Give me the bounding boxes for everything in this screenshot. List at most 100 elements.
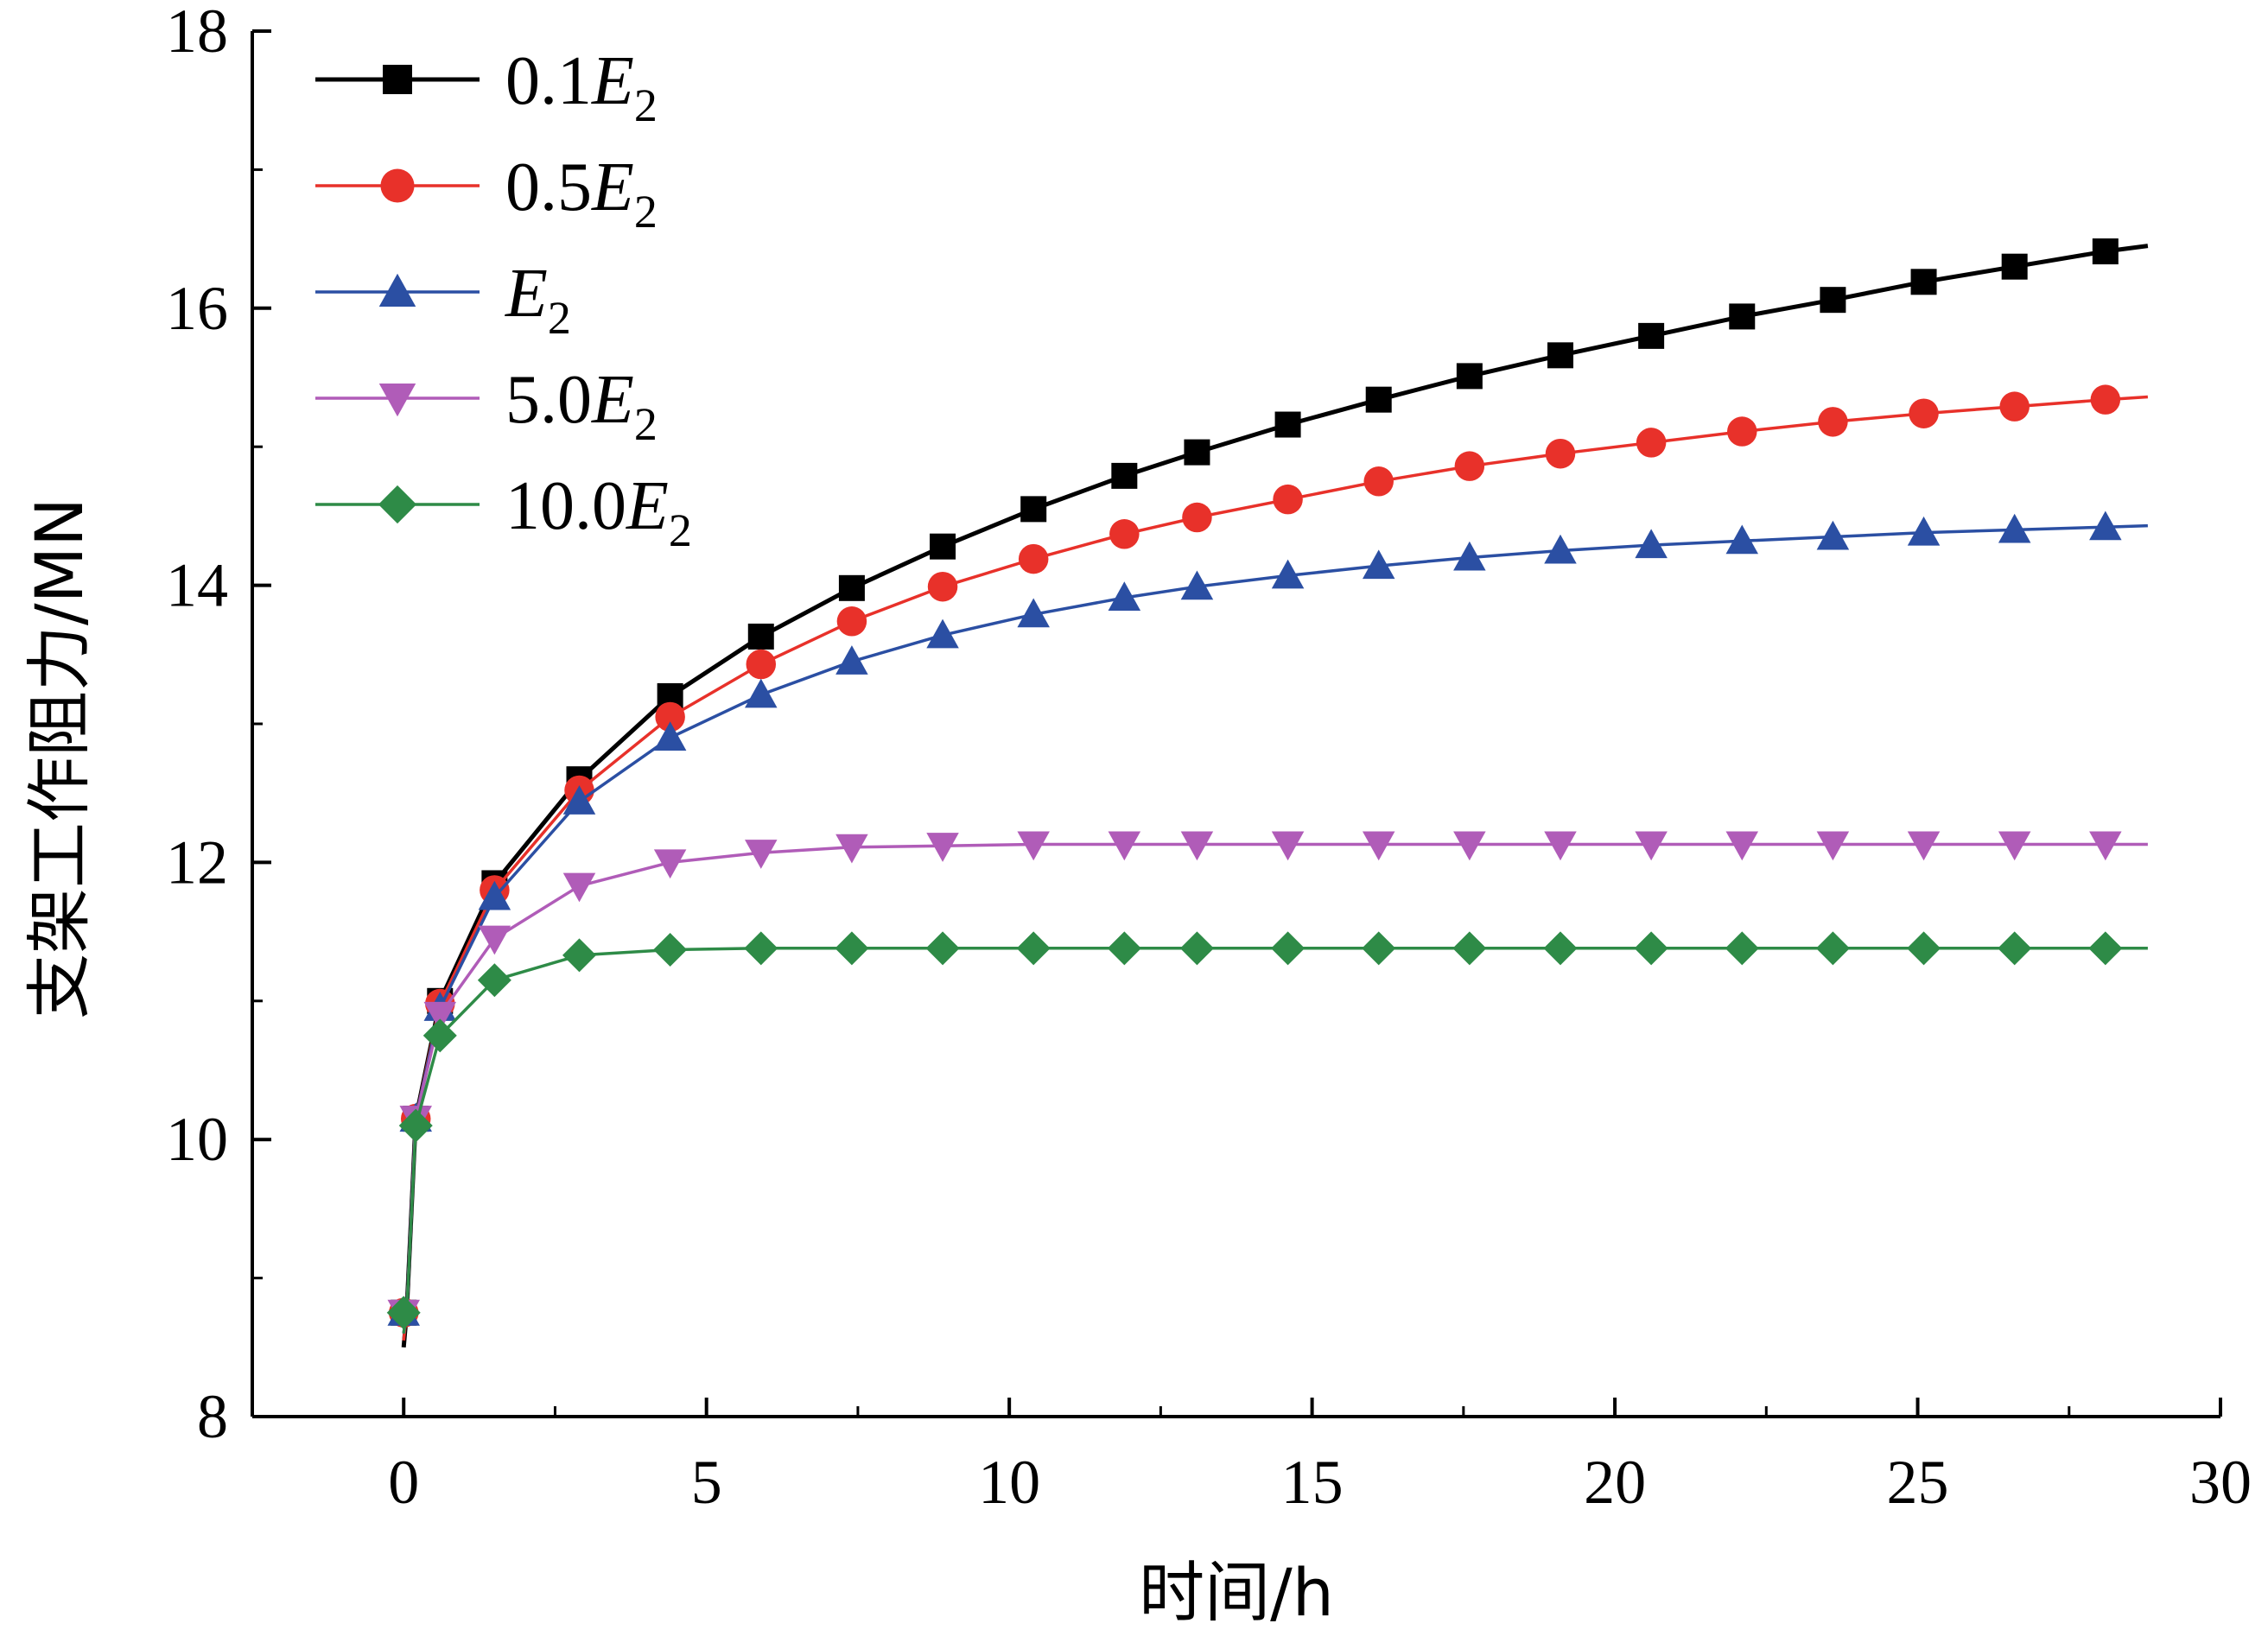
data-point (1910, 269, 1937, 295)
x-tick-label: 30 (2189, 1448, 2252, 1517)
data-point (746, 649, 777, 680)
data-point (1544, 534, 1577, 564)
data-point (1274, 411, 1301, 438)
data-point (1638, 322, 1665, 349)
data-point (653, 721, 687, 751)
data-point (1815, 931, 1850, 966)
data-point (744, 931, 778, 966)
data-point (835, 834, 868, 864)
legend-label: 0.1E2 (505, 43, 658, 131)
data-point (1108, 831, 1141, 861)
data-point (1547, 342, 1573, 369)
x-tick-label: 5 (691, 1448, 722, 1517)
legend-item: 10.0E2 (315, 468, 692, 556)
series-layer (386, 238, 2149, 1348)
data-point (1184, 439, 1210, 466)
data-point (1452, 931, 1487, 966)
data-point (653, 849, 687, 879)
data-point (1999, 391, 2030, 422)
data-point (478, 925, 511, 955)
data-point (926, 833, 959, 862)
data-point (1820, 287, 1846, 314)
legend-label: 10.0E2 (505, 468, 692, 556)
data-point (1725, 524, 1759, 555)
series-3 (387, 510, 2148, 1335)
data-point (562, 872, 596, 903)
data-point (1998, 831, 2031, 861)
data-point (1456, 363, 1483, 390)
series-line (402, 947, 2148, 1335)
legend-swatch-marker (378, 384, 416, 417)
data-point (653, 932, 688, 967)
data-point (1729, 303, 1756, 330)
x-tick-label: 20 (1584, 1448, 1646, 1517)
data-point (1907, 931, 1941, 966)
data-point (1180, 570, 1214, 600)
legend-label: 0.5E2 (505, 149, 658, 238)
legend-swatch-marker (383, 65, 412, 94)
data-point (838, 574, 865, 601)
data-point (1725, 831, 1759, 861)
data-point (1365, 386, 1392, 413)
data-point (1362, 931, 1396, 966)
data-point (1108, 581, 1141, 612)
data-point (562, 785, 596, 815)
data-point (1635, 831, 1668, 861)
data-point (747, 623, 774, 650)
data-point (1453, 541, 1486, 571)
legend-swatch-marker (378, 485, 417, 524)
series-line (402, 523, 2148, 1335)
y-tick-label: 16 (166, 274, 228, 343)
data-point (835, 931, 869, 966)
data-point (2088, 931, 2123, 966)
data-point (1909, 398, 1939, 428)
data-point (1818, 407, 1848, 437)
data-point (836, 606, 867, 637)
data-point (1907, 831, 1941, 861)
legend-swatch-marker (378, 273, 416, 307)
data-point (2090, 384, 2121, 415)
data-point (1362, 549, 1395, 580)
data-point (1179, 931, 1214, 966)
series-line (401, 244, 2149, 1348)
data-point (1020, 496, 1047, 523)
data-point (745, 678, 778, 708)
data-point (398, 1108, 433, 1143)
data-point (930, 533, 956, 560)
data-point (386, 1296, 421, 1330)
legend-item: E2 (315, 256, 571, 344)
data-point (1271, 931, 1306, 966)
y-tick-label: 18 (166, 0, 228, 66)
data-point (1543, 931, 1578, 966)
data-point (926, 618, 959, 649)
legend-item: 5.0E2 (315, 362, 658, 450)
data-point (2092, 238, 2119, 265)
x-tick-label: 10 (978, 1448, 1040, 1517)
data-point (1453, 831, 1486, 861)
data-point (925, 931, 960, 966)
data-point (1998, 513, 2031, 543)
data-point (2001, 253, 2028, 280)
y-tick-label: 8 (197, 1382, 228, 1451)
data-point (1816, 831, 1850, 861)
data-point (1018, 543, 1049, 574)
legend-label: 5.0E2 (505, 362, 658, 450)
y-axis-title: 支架工作阻力/MN (21, 498, 98, 1019)
data-point (1545, 438, 1576, 469)
data-point (745, 840, 778, 869)
data-point (1816, 520, 1850, 550)
data-point (1725, 931, 1759, 966)
y-tick-label: 12 (166, 828, 228, 897)
data-point (1634, 931, 1668, 966)
data-point (422, 1018, 457, 1053)
data-point (1636, 428, 1667, 458)
series-4 (387, 831, 2148, 1335)
data-point (477, 963, 511, 998)
data-point (1017, 831, 1050, 861)
data-point (1271, 831, 1305, 861)
axes: 0 5 10 15 20 25 30 8 10 12 14 16 18 (166, 0, 2252, 1517)
data-point (1017, 598, 1050, 628)
data-point (478, 880, 511, 910)
y-tick-label: 10 (166, 1105, 228, 1174)
